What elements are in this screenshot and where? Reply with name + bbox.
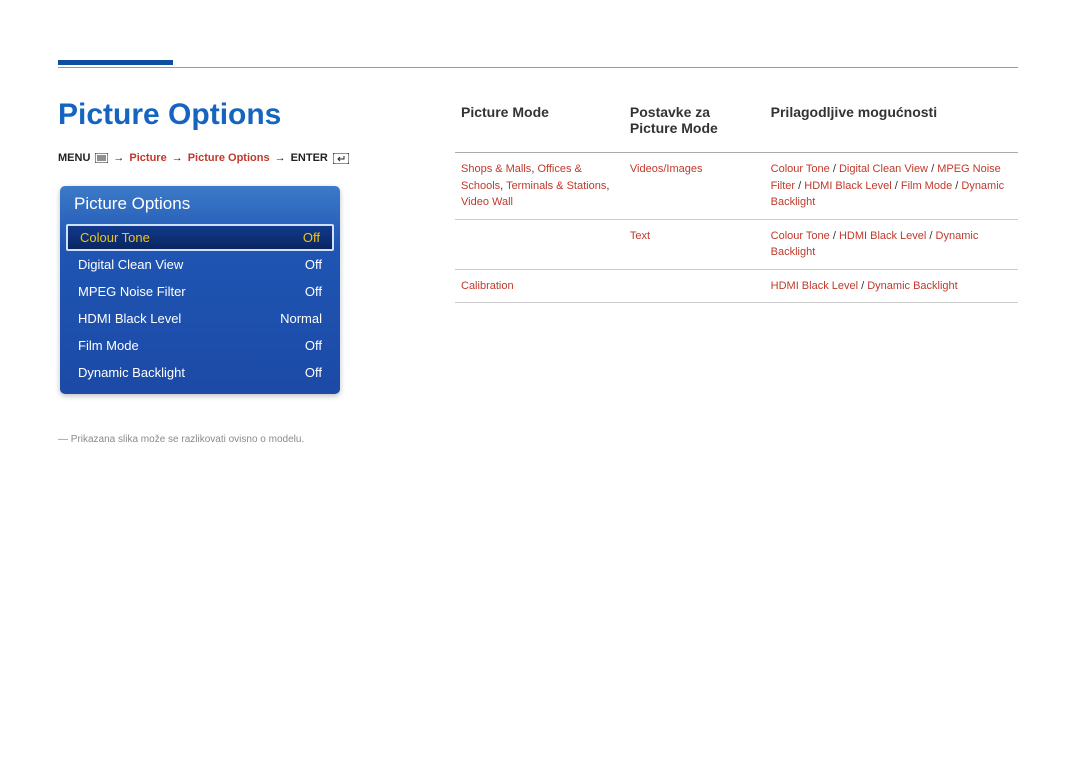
- menu-row-label: MPEG Noise Filter: [78, 284, 186, 299]
- table-cell-options: Colour Tone / HDMI Black Level / Dynamic…: [765, 219, 1018, 269]
- menu-row-value: Off: [303, 230, 320, 245]
- menu-row[interactable]: Colour Tone Off: [66, 224, 334, 251]
- menu-row[interactable]: MPEG Noise Filter Off: [60, 278, 340, 305]
- menu-row[interactable]: HDMI Black Level Normal: [60, 305, 340, 332]
- menu-row-label: Digital Clean View: [78, 257, 183, 272]
- table-cell-picture-mode: [455, 219, 624, 269]
- compat-table: Picture Mode Postavke za Picture Mode Pr…: [455, 100, 1018, 303]
- table-cell-postavke: [624, 269, 765, 303]
- table-cell-postavke: Text: [624, 219, 765, 269]
- menu-row-label: Film Mode: [78, 338, 139, 353]
- breadcrumb-arrow-2: →: [172, 152, 183, 164]
- table-row: TextColour Tone / HDMI Black Level / Dyn…: [455, 219, 1018, 269]
- menu-row-value: Off: [305, 257, 322, 272]
- table-header-col3: Prilagodljive mogućnosti: [765, 100, 1018, 153]
- menu-row-value: Normal: [280, 311, 322, 326]
- table-header-col1: Picture Mode: [455, 100, 624, 153]
- table-cell-picture-mode: Calibration: [455, 269, 624, 303]
- page-title: Picture Options: [58, 98, 281, 132]
- menu-panel: Picture Options Colour ToneOffDigital Cl…: [60, 186, 340, 394]
- top-accent-bar: [58, 60, 173, 65]
- menu-row[interactable]: Film Mode Off: [60, 332, 340, 359]
- table-header-col2: Postavke za Picture Mode: [624, 100, 765, 153]
- menu-panel-title: Picture Options: [60, 186, 340, 224]
- table-cell-picture-mode: Shops & Malls, Offices & Schools, Termin…: [455, 153, 624, 220]
- table-row: Calibration HDMI Black Level / Dynamic Ba…: [455, 269, 1018, 303]
- menu-row-label: Dynamic Backlight: [78, 365, 185, 380]
- breadcrumb-arrow-1: →: [113, 152, 124, 164]
- menu-row-value: Off: [305, 365, 322, 380]
- compat-table-wrap: Picture Mode Postavke za Picture Mode Pr…: [455, 100, 1018, 303]
- breadcrumb-seg-picture-options: Picture Options: [188, 152, 270, 164]
- table-cell-postavke: Videos/Images: [624, 153, 765, 220]
- table-row: Shops & Malls, Offices & Schools, Termin…: [455, 153, 1018, 220]
- breadcrumb-menu-label: MENU: [58, 152, 90, 164]
- top-rule: [58, 67, 1018, 68]
- breadcrumb: MENU → Picture → Picture Options → ENTER: [58, 152, 349, 164]
- table-cell-options: Colour Tone / Digital Clean View / MPEG …: [765, 153, 1018, 220]
- breadcrumb-enter-label: ENTER: [291, 152, 328, 164]
- table-header-col2-l1: Postavke za: [630, 104, 710, 120]
- breadcrumb-seg-picture: Picture: [129, 152, 166, 164]
- menu-row-label: HDMI Black Level: [78, 311, 181, 326]
- menu-row-value: Off: [305, 284, 322, 299]
- table-header-col2-l2: Picture Mode: [630, 120, 718, 136]
- menu-icon: [95, 152, 108, 164]
- breadcrumb-arrow-3: →: [275, 152, 286, 164]
- menu-row-label: Colour Tone: [80, 230, 150, 245]
- footnote: ― Prikazana slika može se razlikovati ov…: [58, 434, 304, 445]
- menu-row[interactable]: Dynamic Backlight Off: [60, 359, 340, 386]
- table-cell-options: HDMI Black Level / Dynamic Backlight: [765, 269, 1018, 303]
- enter-icon: [333, 152, 349, 164]
- menu-row[interactable]: Digital Clean View Off: [60, 251, 340, 278]
- menu-row-value: Off: [305, 338, 322, 353]
